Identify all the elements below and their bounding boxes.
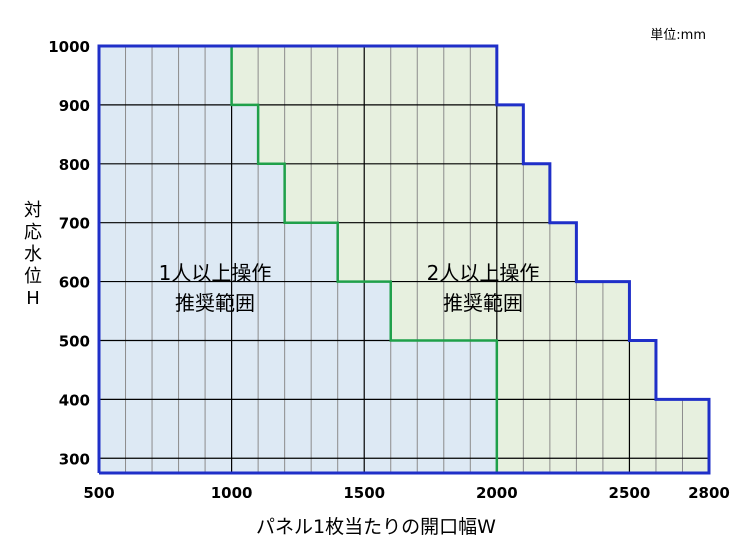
- y-tick-label: 300: [59, 450, 90, 468]
- boundary-lines: [97, 44, 711, 475]
- x-axis-label: パネル1枚当たりの開口幅W: [256, 516, 496, 538]
- one-person-boundary-line: [230, 46, 499, 473]
- y-axis-label-char: 応: [24, 222, 42, 243]
- grid-lines: [99, 46, 709, 473]
- unit-label: 単位:mm: [650, 28, 706, 43]
- y-tick-labels: 300 400 500 600 700 800 900 1000: [48, 38, 90, 468]
- x-tick-label: 1000: [211, 484, 253, 502]
- y-tick-label: 400: [59, 391, 90, 409]
- y-axis-label-char: 水: [24, 244, 42, 265]
- x-tick-labels: 500 1000 1500 2000 2500 2800: [83, 484, 730, 502]
- y-tick-label: 600: [59, 274, 90, 292]
- x-tick-label: 1500: [343, 484, 385, 502]
- y-axis-label-char: 位: [24, 266, 42, 287]
- y-tick-label: 800: [59, 156, 90, 174]
- x-tick-label: 2500: [609, 484, 651, 502]
- two-person-line-1: 2人以上操作: [426, 261, 540, 285]
- two-person-line-2: 推奨範囲: [443, 291, 523, 315]
- y-tick-label: 700: [59, 215, 90, 233]
- y-tick-label: 900: [59, 97, 90, 115]
- y-axis-label-char: H: [26, 288, 40, 309]
- y-tick-label: 1000: [48, 38, 90, 56]
- outer-envelope-line: [97, 44, 711, 475]
- one-person-region-label: 1人以上操作 推奨範囲: [130, 258, 300, 318]
- x-tick-label: 2000: [476, 484, 518, 502]
- two-person-region-label: 2人以上操作 推奨範囲: [398, 258, 568, 318]
- one-person-region: [99, 46, 497, 473]
- x-tick-label: 2800: [688, 484, 730, 502]
- y-tick-label: 500: [59, 332, 90, 350]
- one-person-line-2: 推奨範囲: [175, 291, 255, 315]
- y-axis-label-char: 対: [24, 200, 42, 221]
- x-tick-label: 500: [83, 484, 114, 502]
- one-person-line-1: 1人以上操作: [158, 261, 272, 285]
